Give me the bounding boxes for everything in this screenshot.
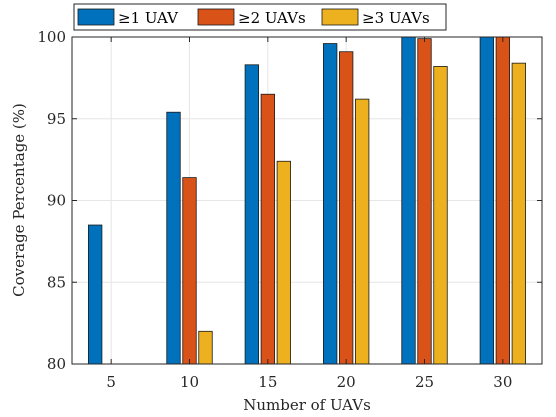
bar [417, 38, 432, 365]
bar [244, 64, 259, 365]
legend-label: ≥2 UAVs [238, 9, 306, 27]
bar [88, 224, 103, 365]
x-axis-label: Number of UAVs [243, 396, 371, 414]
axis-ticks: 80 85 90 95 100 5 10 15 20 25 30 [37, 28, 542, 391]
y-tick-label: 80 [47, 355, 66, 373]
x-tick-label: 25 [415, 373, 434, 391]
bar [182, 177, 197, 365]
x-tick-label: 10 [180, 373, 199, 391]
x-tick-label: 5 [106, 373, 116, 391]
bar [323, 43, 338, 365]
y-tick-label: 90 [47, 192, 66, 210]
bar [355, 98, 370, 365]
legend-label: ≥3 UAVs [362, 9, 430, 27]
legend-swatch [321, 8, 359, 26]
y-tick-label: 85 [47, 273, 66, 291]
y-tick-label: 100 [37, 28, 66, 46]
legend-box [73, 3, 447, 31]
grid-lines [72, 36, 542, 365]
y-axis-label: Coverage Percentage (%) [10, 103, 28, 297]
bar [260, 93, 275, 365]
x-tick-label: 20 [337, 373, 356, 391]
bar [479, 36, 494, 365]
x-tick-label: 30 [493, 373, 512, 391]
bar [166, 111, 181, 365]
bar [495, 36, 510, 365]
x-tick-label: 15 [258, 373, 277, 391]
bar [511, 62, 526, 365]
y-tick-label: 95 [47, 110, 66, 128]
legend-swatch [77, 8, 115, 26]
legend-swatch [197, 8, 235, 26]
legend: ≥1 UAV ≥2 UAVs ≥3 UAVs [73, 3, 447, 31]
bar [401, 36, 416, 365]
legend-label: ≥1 UAV [118, 9, 179, 27]
bar [276, 160, 291, 365]
bar [433, 66, 448, 365]
bar [339, 51, 354, 365]
bar [198, 330, 213, 365]
